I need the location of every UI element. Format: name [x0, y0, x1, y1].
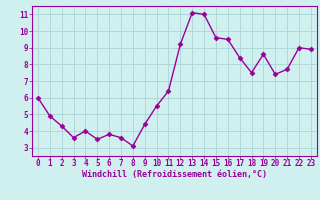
X-axis label: Windchill (Refroidissement éolien,°C): Windchill (Refroidissement éolien,°C)	[82, 170, 267, 179]
